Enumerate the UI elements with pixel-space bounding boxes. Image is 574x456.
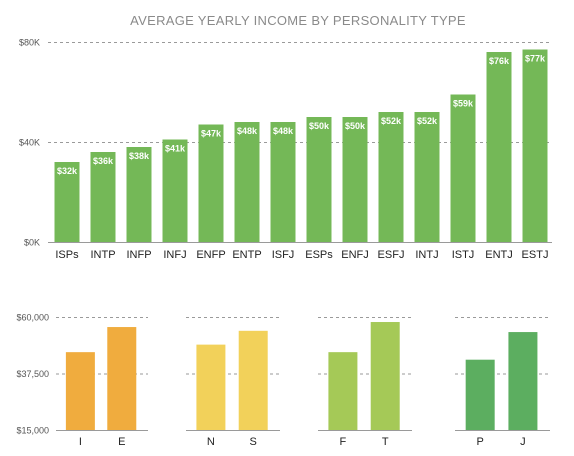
top-bar-value-label: $77k	[525, 54, 546, 64]
top-bar-value-label: $36k	[93, 156, 114, 166]
top-bar	[162, 139, 188, 242]
top-bar	[414, 112, 440, 242]
bottom-x-tick-label: T	[382, 436, 389, 448]
bottom-x-tick-label: S	[250, 436, 257, 448]
top-bar	[522, 49, 548, 242]
bottom-x-tick-label: F	[340, 436, 347, 448]
top-x-tick-label: INTJ	[415, 249, 438, 261]
top-bar-value-label: $52k	[417, 116, 438, 126]
bottom-x-tick-label: N	[207, 436, 215, 448]
top-bar	[378, 112, 404, 242]
top-bar	[234, 122, 260, 242]
top-bar-value-label: $47k	[201, 129, 222, 139]
top-bar	[270, 122, 296, 242]
bottom-bar	[65, 352, 95, 430]
top-chart-bars: $32k ISPs $36k INTP $38k INFP $41k INFJ $47k ENFP…	[54, 49, 549, 261]
bottom-bar	[465, 359, 495, 430]
bottom-y-tick-label: $15,000	[16, 426, 49, 436]
top-x-tick-label: ESFJ	[378, 249, 405, 261]
top-bar	[342, 117, 368, 242]
top-x-tick-label: ENTJ	[485, 249, 513, 261]
top-bar-value-label: $32k	[57, 166, 78, 176]
top-x-tick-label: ENFJ	[341, 249, 369, 261]
top-bar	[198, 124, 224, 242]
top-y-tick-label: $0K	[24, 238, 40, 248]
top-x-tick-label: INFJ	[163, 249, 186, 261]
top-bar	[486, 52, 512, 242]
top-x-tick-label: ISPs	[55, 249, 79, 261]
bottom-bar	[370, 322, 400, 430]
top-bar	[126, 147, 152, 242]
bottom-bar	[196, 344, 226, 430]
top-bar-value-label: $48k	[273, 126, 294, 136]
top-bar-value-label: $38k	[129, 151, 150, 161]
top-bar-value-label: $41k	[165, 144, 186, 154]
top-x-tick-label: INFP	[126, 249, 151, 261]
bottom-bar	[238, 330, 268, 430]
bottom-x-tick-label: P	[477, 436, 484, 448]
top-bar-value-label: $50k	[309, 121, 330, 131]
top-bar	[450, 94, 476, 242]
top-x-tick-label: ENFP	[196, 249, 225, 261]
bottom-x-tick-label: E	[118, 436, 125, 448]
bottom-bar	[508, 332, 538, 430]
bottom-y-tick-label: $37,500	[16, 369, 49, 379]
top-x-tick-label: ENTP	[232, 249, 261, 261]
top-bar-value-label: $48k	[237, 126, 258, 136]
bottom-bar	[107, 327, 137, 430]
top-bar-value-label: $76k	[489, 56, 510, 66]
top-bar-value-label: $52k	[381, 116, 402, 126]
top-bar	[54, 162, 80, 242]
bottom-x-tick-label: I	[79, 436, 82, 448]
top-bar	[306, 117, 332, 242]
top-x-tick-label: ESTJ	[522, 249, 549, 261]
top-bar	[90, 152, 116, 242]
top-y-tick-label: $40K	[19, 138, 40, 148]
bottom-y-tick-label: $60,000	[16, 313, 49, 323]
chart-title: AVERAGE YEARLY INCOME BY PERSONALITY TYP…	[130, 13, 466, 28]
top-x-tick-label: ESPs	[305, 249, 333, 261]
top-x-tick-label: ISFJ	[272, 249, 295, 261]
bottom-bar	[328, 352, 358, 430]
top-x-tick-label: INTP	[90, 249, 115, 261]
top-y-tick-label: $80K	[19, 38, 40, 48]
top-bar-value-label: $50k	[345, 121, 366, 131]
top-bar-value-label: $59k	[453, 99, 474, 109]
top-x-tick-label: ISTJ	[452, 249, 475, 261]
bottom-x-tick-label: J	[520, 436, 526, 448]
